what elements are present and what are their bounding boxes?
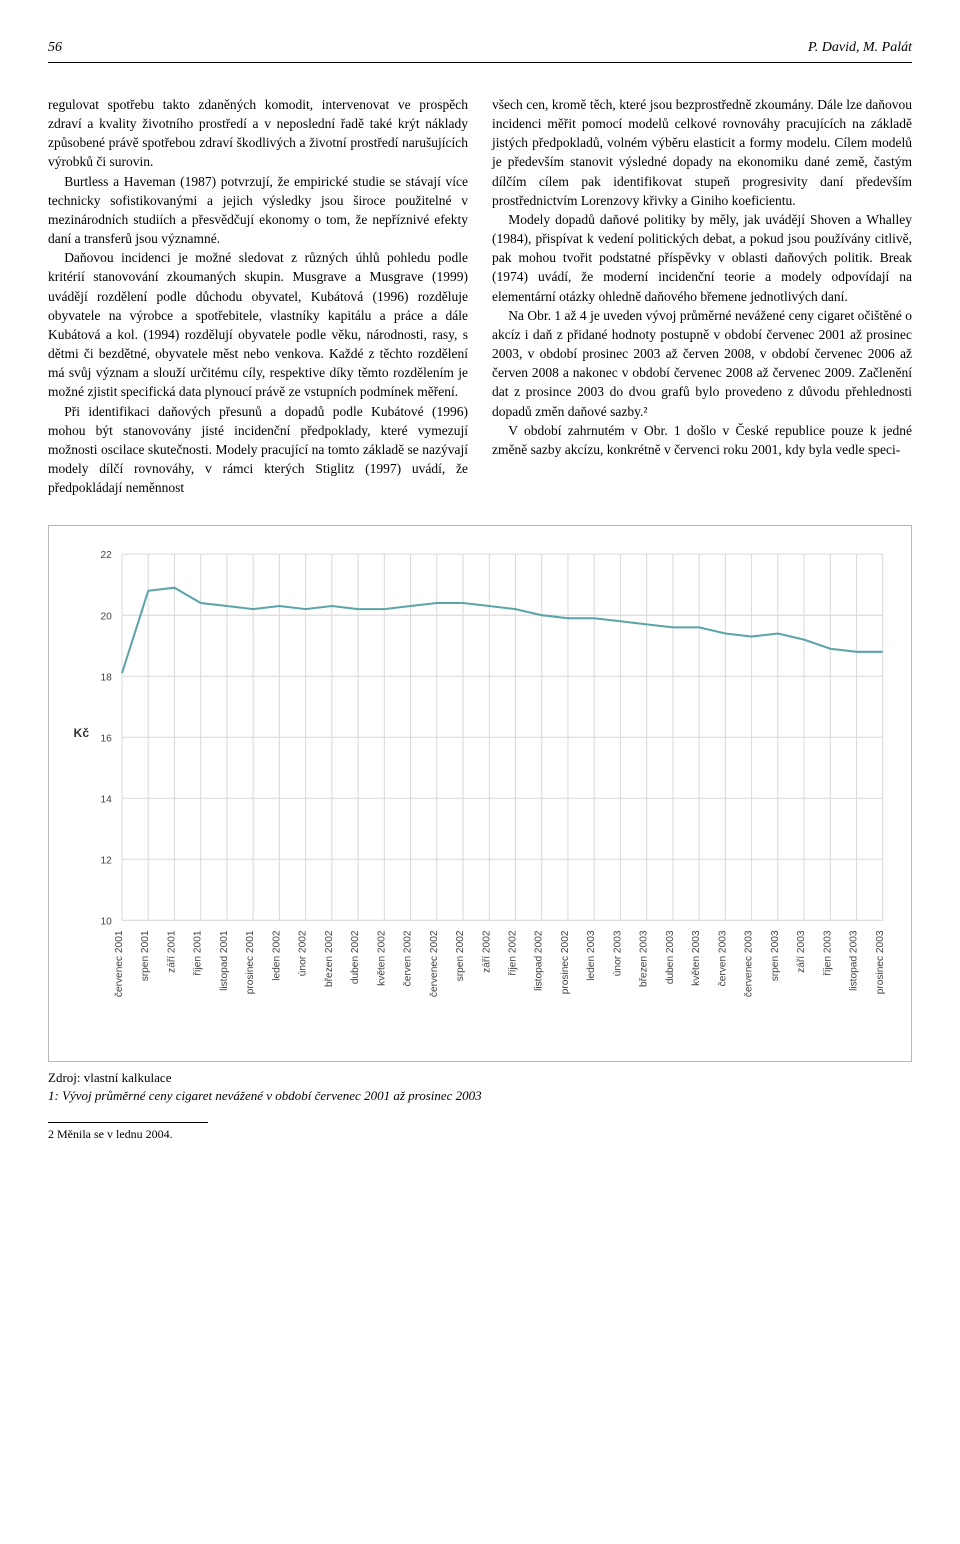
svg-text:listopad 2001: listopad 2001 xyxy=(219,930,230,991)
svg-text:říjen 2002: říjen 2002 xyxy=(507,930,518,976)
paragraph: všech cen, kromě těch, které jsou bezpro… xyxy=(492,95,912,210)
svg-text:září 2003: září 2003 xyxy=(796,930,807,973)
svg-text:únor 2003: únor 2003 xyxy=(612,930,623,976)
svg-text:květen 2003: květen 2003 xyxy=(691,930,702,986)
svg-text:červenec 2001: červenec 2001 xyxy=(114,930,125,997)
svg-text:duben 2002: duben 2002 xyxy=(350,930,361,984)
svg-text:srpen 2003: srpen 2003 xyxy=(770,930,781,981)
right-column: všech cen, kromě těch, které jsou bezpro… xyxy=(492,95,912,497)
svg-text:březen 2002: březen 2002 xyxy=(324,930,335,987)
paragraph: regulovat spotřebu takto zdaněných komod… xyxy=(48,95,468,172)
chart-source: Zdroj: vlastní kalkulace xyxy=(48,1070,912,1086)
svg-text:říjen 2003: říjen 2003 xyxy=(822,930,833,976)
svg-text:leden 2002: leden 2002 xyxy=(271,930,282,981)
paragraph: Modely dopadů daňové politiky by měly, j… xyxy=(492,210,912,306)
svg-text:16: 16 xyxy=(101,734,113,745)
page-number: 56 xyxy=(48,40,62,56)
svg-text:prosinec 2002: prosinec 2002 xyxy=(560,930,571,994)
body-columns: regulovat spotřebu takto zdaněných komod… xyxy=(48,95,912,497)
paragraph: V období zahrnutém v Obr. 1 došlo v Česk… xyxy=(492,421,912,459)
svg-text:červen 2003: červen 2003 xyxy=(717,930,728,986)
svg-text:duben 2003: duben 2003 xyxy=(665,930,676,984)
paragraph: Při identifikaci daňových přesunů a dopa… xyxy=(48,402,468,498)
svg-text:říjen 2001: říjen 2001 xyxy=(193,930,204,976)
paragraph: Burtless a Haveman (1987) potvrzují, že … xyxy=(48,172,468,249)
svg-text:červenec 2003: červenec 2003 xyxy=(744,930,755,997)
chart-container: 10 12 14 16 18 20 22 červenec 2001 srpen 2001 zář… xyxy=(48,525,912,1062)
page: 56 P. David, M. Palát regulovat spotřebu… xyxy=(0,0,960,1172)
svg-text:10: 10 xyxy=(101,917,113,928)
svg-text:22: 22 xyxy=(101,551,113,562)
svg-text:listopad 2002: listopad 2002 xyxy=(534,930,545,991)
svg-text:Kč: Kč xyxy=(74,727,90,741)
running-header: 56 P. David, M. Palát xyxy=(48,40,912,56)
chart-caption: 1: Vývoj průměrné ceny cigaret nevážené … xyxy=(48,1088,912,1104)
left-column: regulovat spotřebu takto zdaněných komod… xyxy=(48,95,468,497)
svg-text:září 2002: září 2002 xyxy=(481,930,492,973)
header-rule xyxy=(48,62,912,63)
svg-text:14: 14 xyxy=(101,795,113,806)
svg-text:18: 18 xyxy=(101,673,113,684)
svg-text:srpen 2002: srpen 2002 xyxy=(455,930,466,981)
svg-text:červen 2002: červen 2002 xyxy=(403,930,414,986)
svg-text:leden 2003: leden 2003 xyxy=(586,930,597,981)
svg-text:prosinec 2003: prosinec 2003 xyxy=(875,930,886,994)
svg-text:březen 2003: březen 2003 xyxy=(639,930,650,987)
svg-text:20: 20 xyxy=(101,612,113,623)
svg-text:květen 2002: květen 2002 xyxy=(376,930,387,986)
svg-text:12: 12 xyxy=(101,856,113,867)
paragraph: Na Obr. 1 až 4 je uveden vývoj průměrné … xyxy=(492,306,912,421)
svg-text:srpen 2001: srpen 2001 xyxy=(140,930,151,981)
line-chart: 10 12 14 16 18 20 22 červenec 2001 srpen 2001 zář… xyxy=(63,544,897,1053)
svg-text:červenec 2002: červenec 2002 xyxy=(429,930,440,997)
svg-text:listopad 2003: listopad 2003 xyxy=(849,930,860,991)
header-authors: P. David, M. Palát xyxy=(808,40,912,56)
svg-text:prosinec 2001: prosinec 2001 xyxy=(245,930,256,994)
footnote-rule xyxy=(48,1122,208,1123)
svg-text:únor 2002: únor 2002 xyxy=(298,930,309,976)
paragraph: Daňovou incidenci je možné sledovat z rů… xyxy=(48,248,468,401)
svg-text:září 2001: září 2001 xyxy=(166,930,177,973)
footnote: 2 Měnila se v lednu 2004. xyxy=(48,1127,912,1142)
